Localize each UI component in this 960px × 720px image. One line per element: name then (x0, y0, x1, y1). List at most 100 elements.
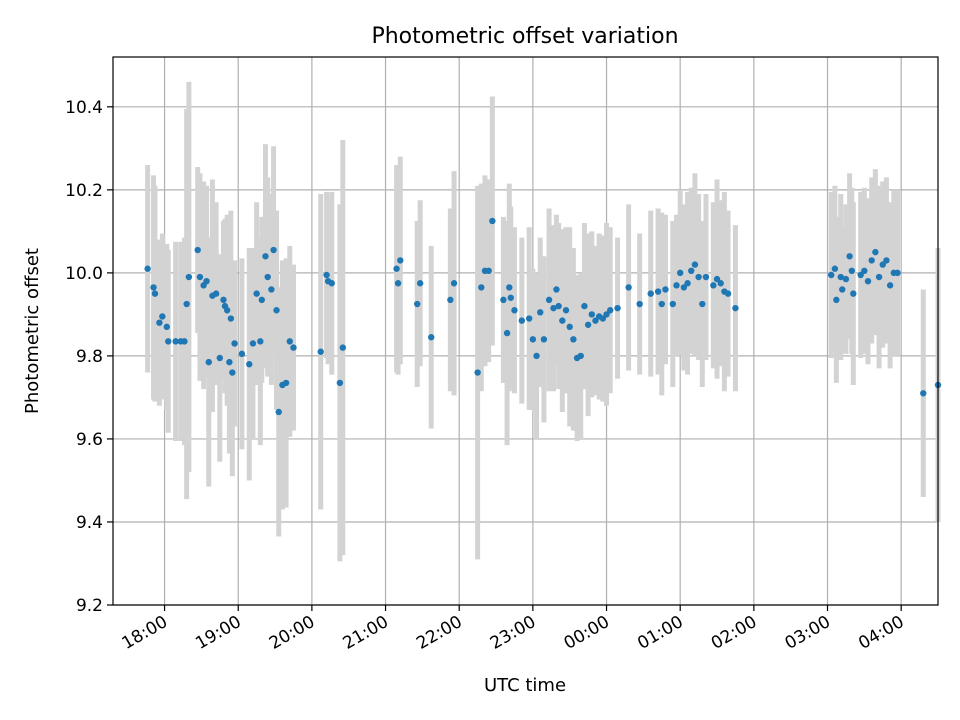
data-point (159, 313, 166, 320)
data-point (625, 284, 632, 291)
data-point (673, 282, 680, 289)
data-point (710, 282, 717, 289)
data-point (662, 286, 669, 293)
data-point (165, 338, 172, 345)
data-point (614, 304, 621, 312)
data-point (290, 344, 297, 351)
data-point (559, 317, 566, 324)
data-point (537, 309, 544, 316)
data-points (144, 217, 942, 416)
data-point (588, 311, 595, 318)
data-point (702, 273, 710, 281)
y-tick-label: 9.2 (76, 596, 103, 616)
y-axis-label: Photometric offset (22, 248, 43, 414)
data-point (570, 336, 577, 343)
data-point (258, 296, 265, 304)
data-point (872, 248, 879, 256)
data-point (676, 269, 684, 277)
data-point (864, 277, 872, 285)
data-point (680, 284, 688, 291)
data-point (231, 340, 238, 347)
data-point (879, 261, 886, 268)
data-point (428, 334, 435, 341)
data-point (150, 284, 157, 291)
data-point (857, 271, 864, 279)
y-tick-label: 10.0 (65, 264, 103, 284)
data-point (323, 271, 330, 279)
data-point (500, 296, 507, 304)
data-point (581, 302, 588, 310)
data-point (837, 273, 844, 281)
data-point (414, 300, 421, 308)
data-point (270, 246, 277, 254)
data-point (257, 338, 264, 345)
data-point (850, 290, 857, 297)
data-point (647, 290, 654, 297)
data-point (163, 323, 170, 331)
data-point (238, 350, 246, 358)
data-point (507, 294, 514, 301)
data-point (518, 317, 526, 324)
data-point (223, 307, 231, 314)
x-axis-label: UTC time (484, 675, 566, 696)
chart-title: Photometric offset variation (371, 24, 678, 49)
data-point (636, 300, 643, 308)
data-point (394, 280, 402, 287)
data-point (317, 348, 324, 355)
y-tick-label: 10.4 (65, 98, 103, 118)
data-point (886, 282, 894, 289)
data-point (220, 296, 227, 304)
data-point (545, 296, 553, 304)
y-tick-label: 9.6 (76, 430, 103, 450)
data-point (156, 319, 163, 326)
data-point (196, 273, 204, 281)
data-point (691, 261, 699, 268)
data-point (273, 307, 280, 314)
data-point (144, 265, 151, 272)
data-point (868, 257, 875, 264)
data-point (562, 307, 570, 314)
y-tick-label: 10.2 (65, 181, 103, 201)
data-point (450, 280, 458, 287)
data-point (485, 267, 492, 275)
data-point (205, 358, 212, 366)
data-point (183, 300, 190, 308)
data-point (397, 257, 404, 264)
data-point (894, 269, 901, 277)
data-point (831, 265, 839, 272)
data-point (253, 290, 260, 297)
data-point (607, 307, 614, 314)
data-point (474, 369, 481, 376)
data-point (592, 317, 599, 324)
data-point (684, 280, 691, 287)
data-point (227, 315, 235, 322)
data-point (229, 369, 236, 376)
data-point (839, 286, 846, 293)
data-point (172, 338, 179, 345)
data-point (489, 217, 496, 225)
data-point (275, 408, 282, 416)
data-point (246, 361, 253, 368)
data-point (533, 352, 540, 360)
data-point (599, 315, 607, 322)
data-point (848, 267, 856, 275)
data-point (699, 300, 706, 308)
data-point (185, 273, 193, 281)
data-point (713, 275, 721, 283)
data-point (264, 273, 271, 281)
data-point (695, 273, 702, 281)
data-point (529, 336, 537, 343)
data-point (724, 290, 732, 297)
data-point (688, 267, 695, 275)
data-point (875, 273, 883, 281)
data-point (339, 344, 347, 351)
data-point (203, 277, 210, 285)
data-point (883, 257, 890, 264)
data-point (920, 390, 927, 397)
data-point (654, 288, 662, 295)
data-point (584, 321, 592, 328)
y-axis-ticks: 9.2 9.4 9.6 9.8 10.0 10.2 10.4 (65, 98, 113, 616)
data-point (566, 323, 573, 331)
data-point (503, 329, 511, 337)
